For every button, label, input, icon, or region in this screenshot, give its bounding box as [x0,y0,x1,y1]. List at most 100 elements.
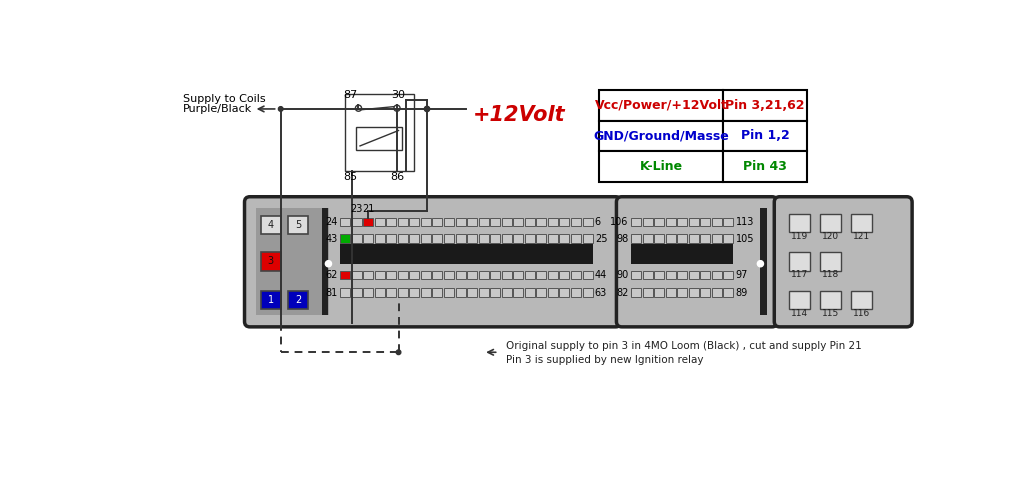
Text: 98: 98 [616,234,629,244]
Bar [559,235,569,243]
Bar [478,288,488,297]
Bar [666,271,676,279]
Bar [364,235,373,243]
Bar [364,288,373,297]
Bar [397,288,408,297]
Text: 85: 85 [344,173,357,183]
Bar [571,271,581,279]
Bar [256,208,330,315]
Bar [490,271,500,279]
Bar [467,235,477,243]
Bar [340,235,350,243]
Bar [289,291,308,309]
Text: 21: 21 [361,205,375,215]
Bar [700,235,711,243]
Bar [689,235,698,243]
Circle shape [279,107,283,111]
Text: 5: 5 [295,220,301,230]
Bar [490,235,500,243]
Bar [364,271,373,279]
Text: 115: 115 [822,308,839,317]
Bar [689,288,698,297]
Bar [386,288,396,297]
Text: 117: 117 [792,270,808,279]
Bar [421,217,431,226]
Text: Supply to Coils: Supply to Coils [183,94,265,104]
Text: GND/Ground/Masse: GND/Ground/Masse [593,130,729,142]
Bar [819,252,842,271]
Bar [548,271,558,279]
Bar [599,90,724,120]
Text: 119: 119 [792,231,808,240]
FancyBboxPatch shape [616,197,777,327]
Text: 23: 23 [350,205,362,215]
Bar [654,271,665,279]
Bar [677,235,687,243]
Bar [421,235,431,243]
Text: 6: 6 [595,217,601,227]
Text: +12Volt: +12Volt [473,105,566,125]
Text: 89: 89 [736,288,748,298]
Text: 43: 43 [326,234,338,244]
Bar [261,252,281,271]
Circle shape [326,261,332,267]
Bar [689,217,698,226]
Bar [345,94,414,171]
Bar [761,208,767,315]
Text: Purple/Black: Purple/Black [183,104,252,114]
Circle shape [396,350,400,355]
Bar [432,235,442,243]
Bar [524,288,535,297]
Bar [788,291,810,309]
Bar [631,217,641,226]
Bar [397,235,408,243]
Text: Pin 1,2: Pin 1,2 [740,130,790,142]
Bar [677,271,687,279]
Bar [386,217,396,226]
Bar [289,216,308,235]
Bar [724,217,733,226]
Bar [386,235,396,243]
Text: 97: 97 [736,270,749,280]
Text: 105: 105 [736,234,755,244]
Bar [444,217,454,226]
Bar [643,271,652,279]
Bar [351,271,361,279]
Bar [712,217,722,226]
Bar [524,235,535,243]
Bar [583,217,593,226]
Bar [478,217,488,226]
FancyBboxPatch shape [774,197,912,327]
Bar [819,214,842,232]
Text: Pin 3 is supplied by new Ignition relay: Pin 3 is supplied by new Ignition relay [506,355,703,365]
Text: Pin 3,21,62: Pin 3,21,62 [725,98,805,111]
Text: 25: 25 [595,234,607,244]
Text: 121: 121 [853,231,869,240]
Bar [467,288,477,297]
Bar [712,288,722,297]
Text: Original supply to pin 3 in 4MO Loom (Black) , cut and supply Pin 21: Original supply to pin 3 in 4MO Loom (Bl… [506,341,862,351]
Bar [571,288,581,297]
Bar [666,288,676,297]
Text: Pin 43: Pin 43 [743,160,787,173]
Bar [351,288,361,297]
Bar [261,216,281,235]
Bar [410,235,419,243]
Bar [654,235,665,243]
Bar [375,235,385,243]
Bar [654,288,665,297]
Bar [548,288,558,297]
Bar [537,217,547,226]
Bar [666,235,676,243]
Bar [513,271,523,279]
Bar [432,271,442,279]
Bar [819,291,842,309]
Bar [502,235,512,243]
Bar [513,288,523,297]
Text: 106: 106 [610,217,629,227]
Bar [340,271,350,279]
Bar [502,217,512,226]
Bar [524,271,535,279]
Bar [364,217,373,226]
Bar [643,217,652,226]
